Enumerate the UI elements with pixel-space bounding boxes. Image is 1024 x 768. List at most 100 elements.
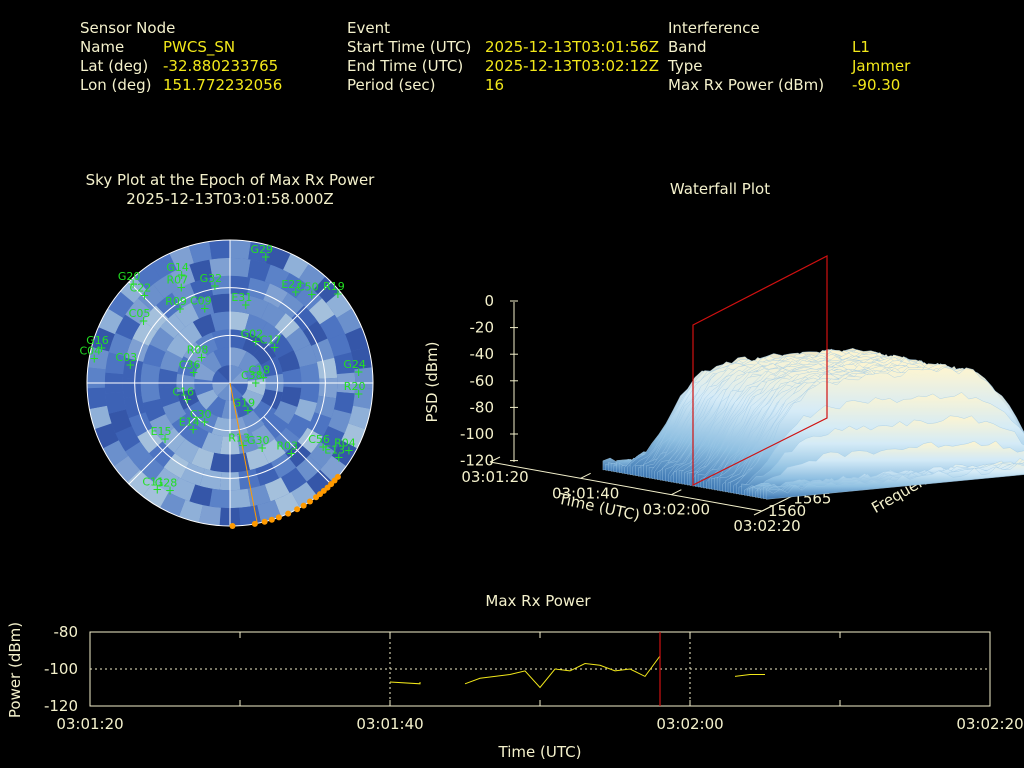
satellite-label: C05 (129, 307, 151, 320)
skyplot-tile (177, 356, 200, 377)
skyplot-tile (319, 314, 345, 340)
skyplot-tile (125, 298, 152, 325)
skyplot-tile (132, 320, 158, 346)
skyplot-tile (120, 276, 147, 303)
satellite-label: R08 (187, 343, 209, 356)
power-chart-xtick-label: 03:01:40 (356, 715, 423, 733)
skyplot-tile (142, 344, 166, 368)
power-chart-ylabel: Power (dBm) (6, 622, 24, 718)
skyplot-tile (91, 327, 115, 352)
skyplot-tile (206, 396, 226, 418)
waterfall-time-tick (671, 489, 682, 496)
skyplot-tile (230, 488, 251, 509)
skyplot-tile (217, 365, 230, 383)
skyplot-tile (244, 362, 266, 381)
skyplot-tile (230, 311, 250, 332)
waterfall-psd-tick-label: -60 (470, 372, 495, 390)
satellite-marker: + (354, 387, 364, 401)
satellite-label: R20 (344, 380, 366, 393)
satellite-label: G32 (200, 272, 223, 285)
skyplot-tile (108, 332, 132, 357)
satellite-marker: + (354, 365, 364, 379)
satellite-label: G14 (166, 261, 189, 274)
event-period-label: Period (sec) (347, 76, 436, 94)
waterfall-time-tick-label: 03:02:20 (733, 517, 800, 535)
satellite-marker: + (175, 302, 185, 316)
satellite-marker: + (334, 451, 344, 465)
satellite-marker: + (139, 288, 149, 302)
skyplot-tile (198, 505, 221, 526)
satellite-label: G24 (343, 358, 366, 371)
skyplot-tile (184, 424, 209, 449)
power-chart-xlabel: Time (UTC) (498, 743, 582, 761)
skyplot-tile (142, 482, 169, 508)
satellite-label: C30 (190, 408, 212, 421)
skyplot-tile (302, 320, 328, 346)
skyplot-tile (230, 383, 243, 401)
skyplot-tile (252, 341, 277, 366)
satellite-marker: + (138, 314, 148, 328)
skyplot-tile (281, 272, 307, 299)
waterfall-time-tick-label: 03:01:40 (552, 484, 619, 502)
satellite-label: C50 (297, 280, 319, 293)
waterfall-psd-tick-label: -100 (460, 425, 494, 443)
waterfall-time-tick (489, 456, 501, 463)
skyplot-tile (153, 467, 179, 494)
satellite-marker: + (160, 432, 170, 446)
skyplot-tile (108, 409, 132, 434)
skyplot-tile (209, 275, 230, 296)
interference-type-label: Type (668, 57, 703, 75)
skyplot-tile (189, 259, 213, 282)
skyplot-tile (269, 334, 294, 359)
satellite-label: E31 (231, 291, 252, 304)
skyplot-tile (210, 311, 230, 332)
interference-direction-line (229, 382, 258, 524)
skyplot-tile (230, 329, 249, 350)
skyplot-tile (239, 505, 262, 526)
waterfall-psd-tick-label: -20 (470, 319, 495, 337)
satellite-label: C17 (260, 333, 282, 346)
skyplot-tile (94, 423, 119, 449)
skyplot-tile (122, 377, 142, 399)
power-chart-xtick-label: 03:02:20 (956, 715, 1023, 733)
skyplot-tile (149, 414, 175, 439)
satellite-label: G02 (241, 328, 264, 341)
skyplot-tile (238, 351, 260, 373)
skyplot-tile (113, 455, 140, 483)
waterfall-psd-tick-label: -40 (470, 345, 495, 363)
waterfall-psd-label: PSD (dBm) (423, 341, 441, 422)
satellite-marker: + (177, 268, 187, 282)
skyplot-tile (263, 413, 289, 439)
skyplot-tile (313, 276, 340, 303)
satellite-marker: + (189, 366, 199, 380)
skyplot-tile (217, 383, 230, 401)
skyplot-tile (211, 416, 230, 437)
skyplot-tile (278, 292, 305, 319)
satellite-label: G16 (86, 334, 109, 347)
skyplot-tile (252, 400, 277, 425)
satellite-label: G30 (247, 434, 270, 447)
skyplot-tile (260, 389, 283, 410)
skyplot-tile (238, 468, 261, 490)
skyplot-tile (158, 386, 180, 407)
skyplot-tile (127, 469, 154, 497)
satellite-label: G28 (155, 476, 178, 489)
skyplot-tile (308, 298, 335, 325)
satellite-label: C36 (179, 359, 201, 372)
skyplot-tile (149, 327, 175, 352)
skyplot-tile (351, 346, 373, 370)
skyplot-title: Sky Plot at the Epoch of Max Rx Power (85, 171, 375, 189)
interference-track-point (261, 518, 268, 525)
satellite-marker: + (318, 440, 328, 454)
satellite-label: R19 (323, 280, 345, 293)
skyplot-tile (320, 455, 347, 483)
skyplot-tile (230, 416, 249, 437)
skyplot-tile (230, 347, 247, 368)
sensor-lon-value: 151.772232056 (163, 76, 283, 94)
skyplot-tile (137, 455, 165, 482)
skyplot-tile (142, 398, 166, 422)
skyplot-tile (281, 467, 307, 494)
satellite-marker: + (257, 441, 267, 455)
satellite-label: R04 (334, 437, 356, 450)
